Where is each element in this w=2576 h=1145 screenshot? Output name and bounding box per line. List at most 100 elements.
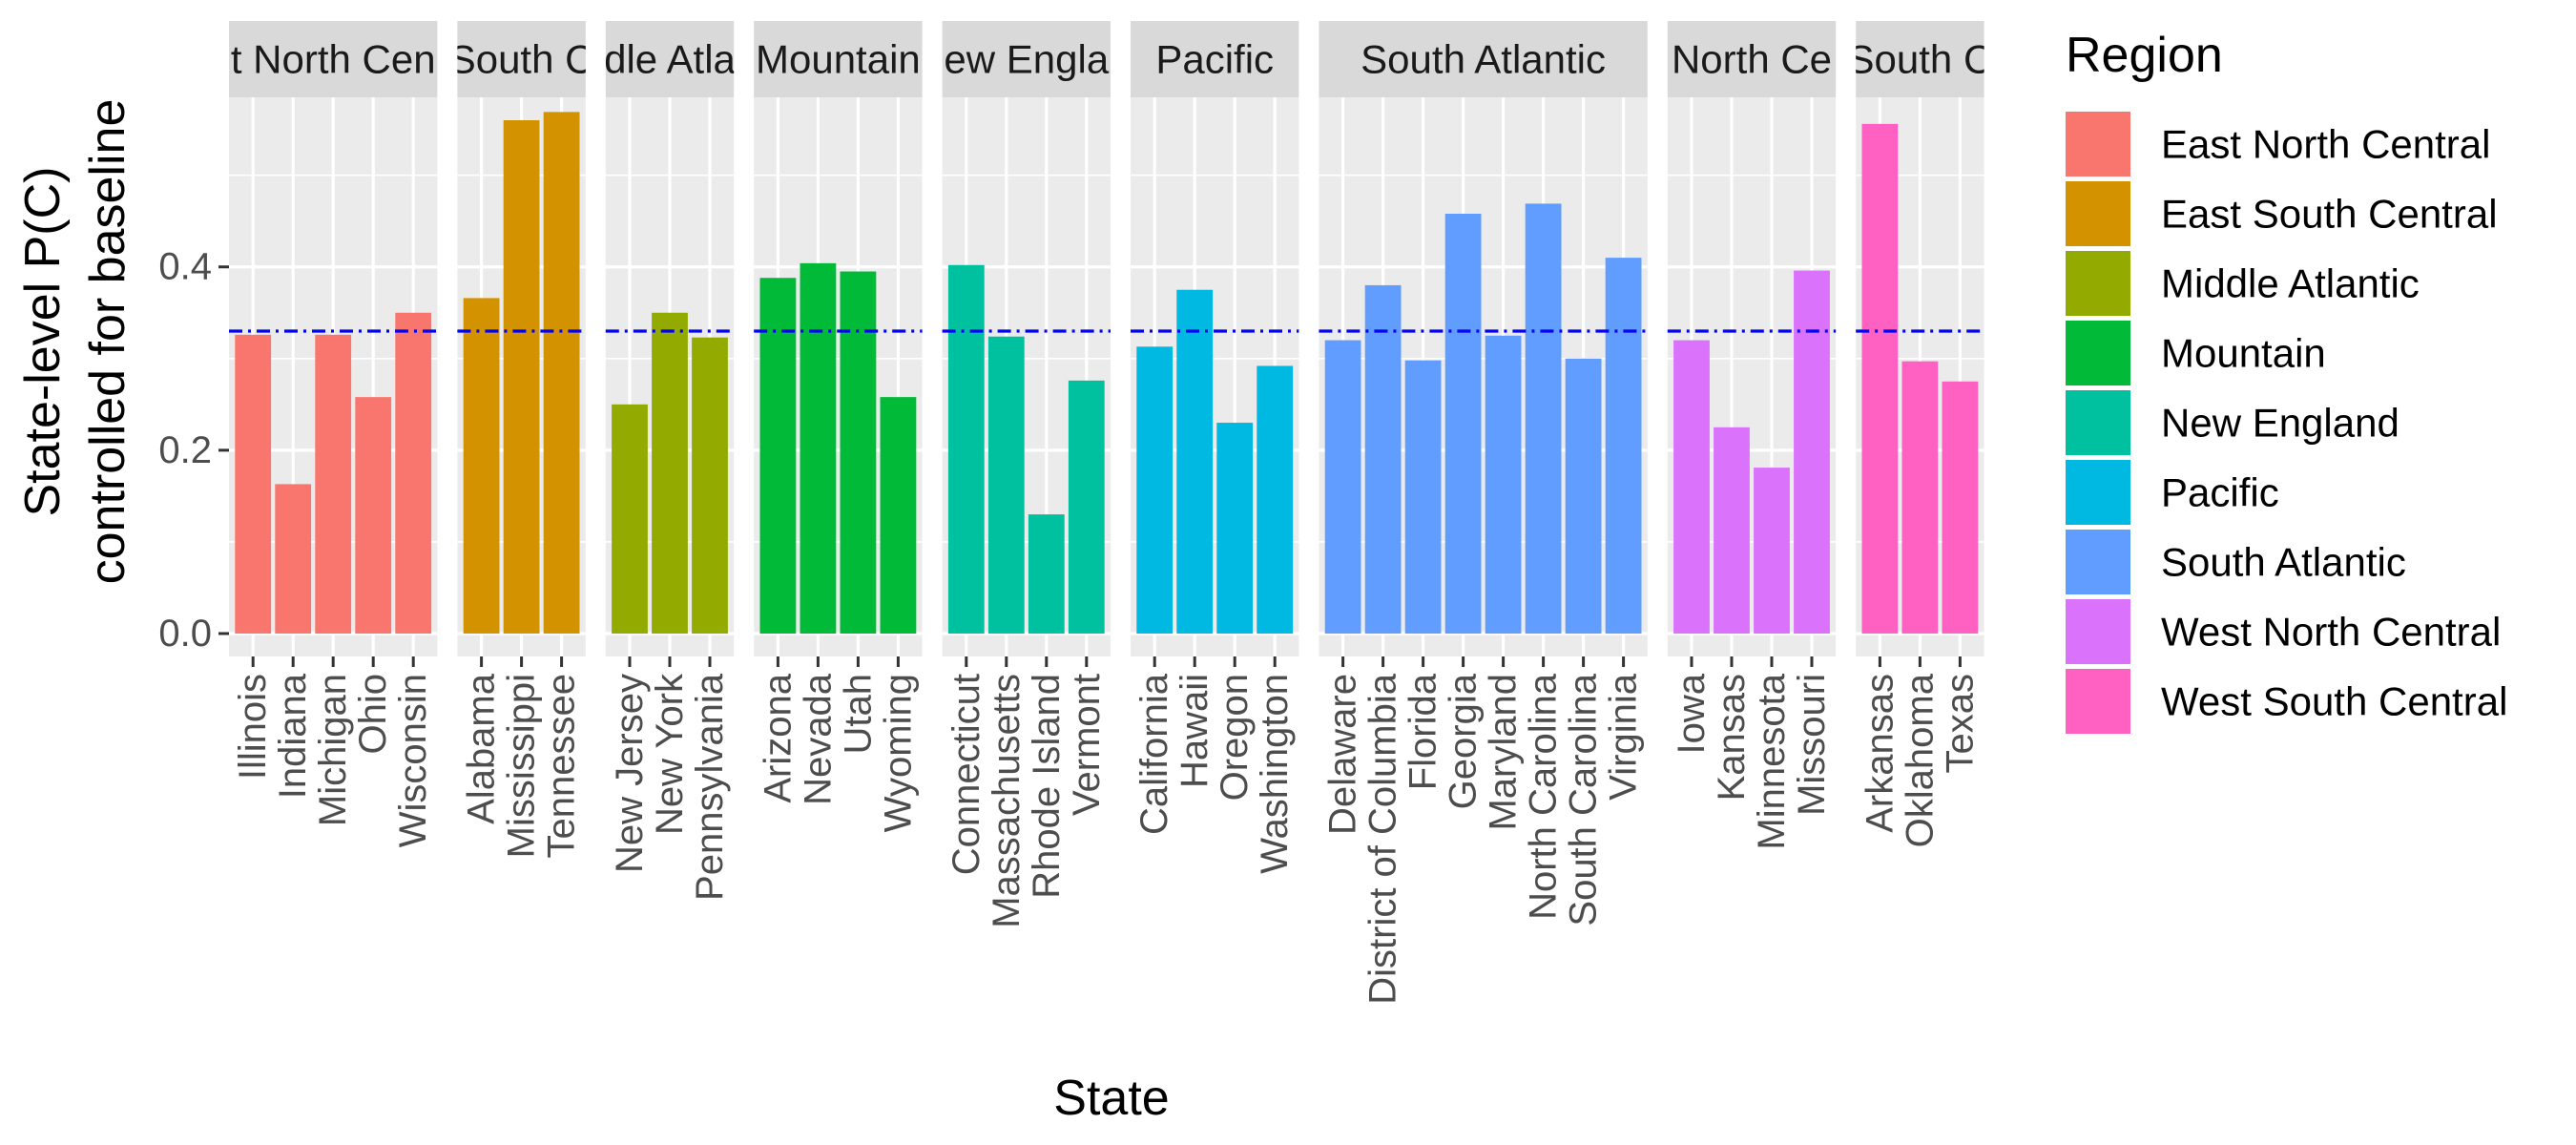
bar-mississippi — [503, 120, 540, 634]
bar-hawaii — [1176, 289, 1214, 634]
bar-missouri — [1794, 270, 1830, 634]
x-tick-label: District of Columbia — [1362, 673, 1404, 1005]
bar-california — [1136, 346, 1174, 634]
x-tick-label: Arizona — [757, 673, 799, 802]
x-tick-label: Missouri — [1791, 674, 1833, 816]
bar-massachusetts — [987, 336, 1025, 634]
bar-indiana — [275, 484, 312, 634]
x-tick-label: Iowa — [1671, 673, 1713, 754]
legend-key — [2066, 390, 2130, 455]
x-tick-label: Pennsylvania — [689, 673, 731, 901]
legend: Region East North Central East South Cent… — [2066, 28, 2507, 734]
facet-strip — [457, 21, 586, 97]
legend-label: Middle Atlantic — [2161, 261, 2420, 306]
legend-key — [2066, 460, 2130, 525]
x-tick-label: Oregon — [1214, 674, 1256, 801]
x-tick-label: California — [1133, 673, 1175, 835]
x-tick-label: Washington — [1254, 674, 1296, 874]
bar-nevada — [800, 262, 837, 634]
legend-key — [2066, 669, 2130, 734]
facet-strip-label: South C — [1848, 37, 1993, 82]
x-tick-label: Nevada — [797, 673, 839, 805]
x-tick-label: Illinois — [232, 674, 274, 780]
bar-illinois — [235, 334, 272, 634]
bar-arkansas — [1861, 123, 1899, 634]
bar-wisconsin — [395, 312, 432, 634]
x-tick-label: South Carolina — [1563, 673, 1605, 926]
facet-strip — [1319, 21, 1648, 97]
bar-washington — [1257, 365, 1294, 634]
bar-connecticut — [947, 264, 985, 634]
facet-strip-label: South C — [449, 37, 594, 82]
bar-arizona — [759, 278, 797, 634]
legend-key — [2066, 599, 2130, 664]
bar-rhode-island — [1028, 514, 1065, 634]
facet-strip — [754, 21, 923, 97]
facet-strip — [1131, 21, 1299, 97]
facet-strip-label: t North Cen — [231, 37, 436, 82]
x-tick-label: Rhode Island — [1026, 674, 1068, 899]
legend-key — [2066, 181, 2130, 246]
x-tick-label: Ohio — [352, 674, 394, 755]
x-tick-label: Michigan — [312, 674, 354, 826]
facet-strip-label: Mountain — [756, 37, 921, 82]
x-axis-title: State — [1053, 1071, 1169, 1126]
x-tick-label: Minnesota — [1751, 673, 1793, 849]
x-tick-label: Virginia — [1603, 673, 1645, 800]
facet-strip-label: South Atlantic — [1361, 37, 1606, 82]
x-tick-label: Wisconsin — [392, 674, 434, 847]
x-tick-label: Delaware — [1322, 674, 1364, 835]
x-tick-label: Tennessee — [541, 674, 583, 858]
bar-vermont — [1068, 380, 1105, 634]
x-tick-label: Vermont — [1066, 674, 1108, 816]
bar-delaware — [1324, 340, 1361, 634]
bar-alabama — [463, 298, 500, 634]
x-tick-label: New Jersey — [609, 674, 651, 873]
y-axis-title-line-1: State-level P(C) — [15, 167, 71, 517]
bar-kansas — [1714, 427, 1750, 634]
bar-iowa — [1673, 340, 1710, 634]
x-tick-label: Wyoming — [877, 674, 919, 832]
legend-label: South Atlantic — [2161, 540, 2406, 585]
bar-north-carolina — [1525, 203, 1562, 634]
facet-strip — [229, 21, 438, 97]
y-axis-title-line-2: controlled for baseline — [80, 99, 135, 585]
legend-label: Pacific — [2161, 470, 2279, 515]
x-tick-label: Hawaii — [1174, 674, 1215, 788]
y-tick-label: 0.2 — [158, 429, 212, 471]
legend-title: Region — [2066, 28, 2223, 83]
legend-label: West South Central — [2161, 679, 2507, 724]
facet-strip — [605, 21, 735, 97]
x-tick-label: Kansas — [1711, 674, 1753, 801]
legend-key — [2066, 530, 2130, 594]
x-tick-label: Oklahoma — [1899, 673, 1941, 847]
facet-strip-label: North Ce — [1672, 37, 1832, 82]
bar-tennessee — [543, 112, 580, 634]
bar-texas — [1942, 381, 1979, 634]
bar-oklahoma — [1901, 361, 1939, 634]
x-tick-label: Mississippi — [501, 674, 543, 858]
y-axis: 0.0 0.2 0.4 — [158, 246, 229, 655]
bar-new-york — [652, 312, 688, 634]
facet-strip — [1856, 21, 1984, 97]
y-tick-label: 0.4 — [158, 246, 212, 288]
bar-oregon — [1216, 423, 1254, 634]
bar-south-carolina — [1565, 358, 1602, 634]
bar-ohio — [355, 397, 392, 634]
y-tick-label: 0.0 — [158, 613, 212, 655]
bar-new-jersey — [612, 404, 648, 634]
x-tick-label: Georgia — [1443, 673, 1485, 809]
bar-georgia — [1444, 214, 1482, 634]
legend-label: East North Central — [2161, 122, 2490, 167]
